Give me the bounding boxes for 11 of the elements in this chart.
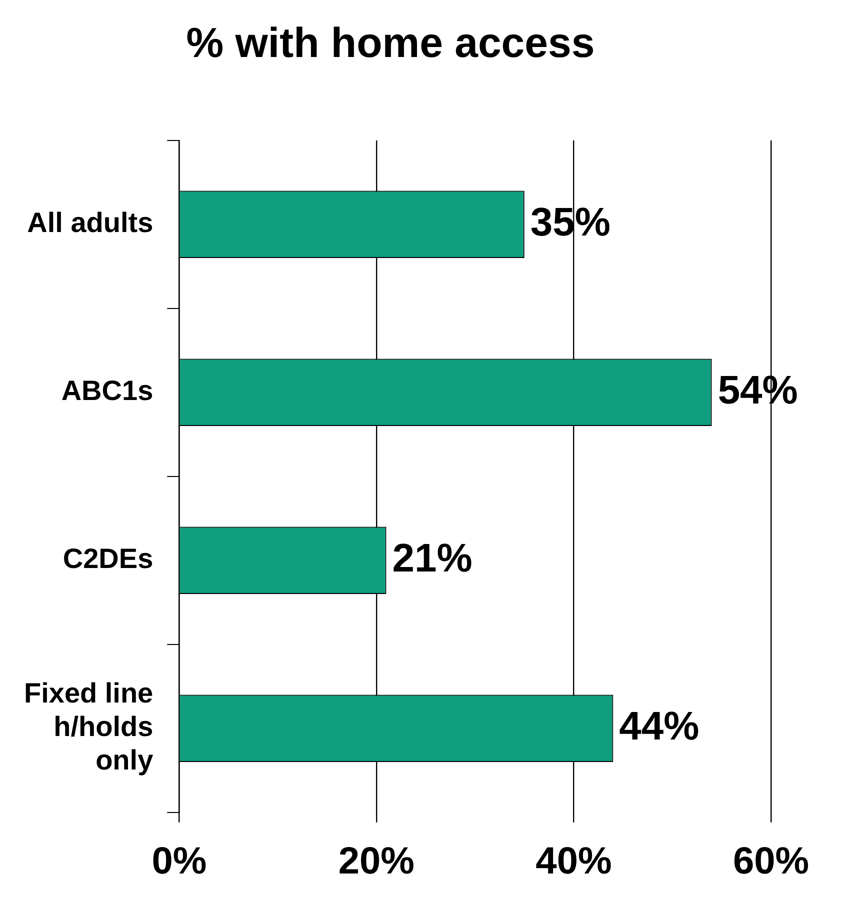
x-tick-label: 20% bbox=[338, 840, 414, 883]
x-tick-label: 40% bbox=[536, 840, 612, 883]
data-label: 44% bbox=[619, 704, 700, 748]
data-label: 21% bbox=[392, 536, 472, 580]
y-tick-label: Fixed line h/holds only bbox=[24, 678, 154, 776]
y-tick-label: C2DEs bbox=[62, 543, 154, 574]
x-tick-label: 0% bbox=[152, 840, 207, 883]
x-tick-label: 60% bbox=[732, 840, 810, 883]
y-tick-label: All adults bbox=[27, 207, 154, 238]
y-tick-label: ABC1s bbox=[61, 375, 154, 406]
chart-title: % with home access bbox=[186, 18, 595, 66]
